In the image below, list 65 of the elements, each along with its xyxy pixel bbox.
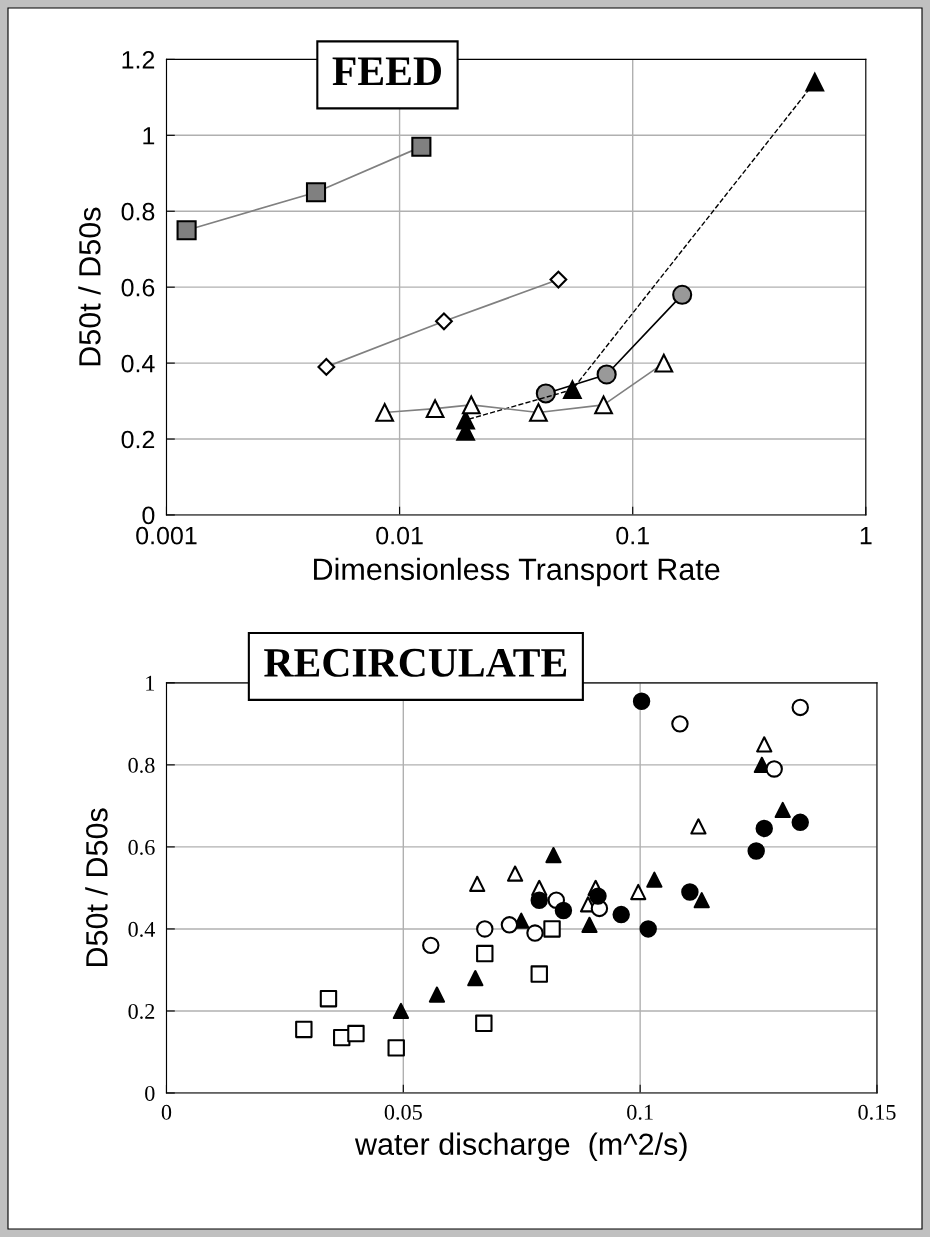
y-tick-label: 0.6 <box>121 278 155 297</box>
point <box>774 801 791 819</box>
point <box>639 920 657 938</box>
x-axis-title: Dimensionless Transport Rate <box>314 557 720 587</box>
y-axis-title: D50t / D50s <box>78 207 101 366</box>
y-tick-label: 1 <box>146 675 155 691</box>
point <box>428 986 446 1003</box>
y-tick-label: 0.8 <box>121 202 155 221</box>
point <box>681 883 699 901</box>
chart-title: RECIRCULATE <box>264 648 567 677</box>
y-tick-label: 1.2 <box>122 50 155 69</box>
point <box>632 692 651 710</box>
y-axis-title: D50t / D50s <box>85 808 108 967</box>
point <box>295 1020 313 1039</box>
x-tick-label: 0.15 <box>858 1104 896 1120</box>
point <box>581 916 598 933</box>
x-axis-title: water discharge (m^2/s) <box>354 1132 687 1162</box>
point <box>476 944 494 963</box>
point <box>319 989 338 1008</box>
point <box>756 736 773 753</box>
point <box>693 892 710 909</box>
x-tick-label: 0 <box>161 1104 172 1120</box>
point <box>476 920 494 938</box>
point <box>755 819 773 838</box>
x-tick-label: 0.1 <box>627 1104 653 1120</box>
point <box>554 901 573 920</box>
y-tick-label: 0 <box>145 1085 155 1101</box>
point <box>530 891 548 909</box>
y-tick-label: 0.4 <box>128 921 156 937</box>
point <box>671 715 689 733</box>
point <box>506 865 524 882</box>
y-tick-label: 0 <box>142 506 155 525</box>
point <box>392 1002 410 1020</box>
y-tick-label: 0.6 <box>128 839 155 855</box>
y-tick-label: 0.8 <box>128 757 155 773</box>
point <box>589 887 607 905</box>
point <box>467 970 484 987</box>
x-tick-label: 1 <box>860 526 872 545</box>
point <box>469 875 486 892</box>
point <box>500 916 519 934</box>
point <box>646 871 663 888</box>
x-tick-label: 0.001 <box>136 526 197 545</box>
point <box>791 698 809 717</box>
point <box>630 883 647 901</box>
y-tick-label: 1 <box>143 127 155 145</box>
y-tick-label: 0.2 <box>121 430 155 449</box>
point <box>765 760 783 778</box>
point <box>543 920 561 938</box>
point <box>545 846 562 864</box>
point <box>690 818 707 835</box>
point <box>791 813 809 831</box>
chart-title: FEED <box>332 57 441 85</box>
point <box>612 905 630 924</box>
point <box>747 842 765 860</box>
x-tick-label: 0.1 <box>616 526 649 545</box>
point <box>475 1014 493 1032</box>
point <box>530 965 548 983</box>
point <box>526 924 544 942</box>
point <box>387 1039 405 1057</box>
x-tick-label: 0.01 <box>376 526 423 545</box>
y-tick-label: 0.2 <box>128 1003 155 1019</box>
point <box>347 1024 365 1043</box>
point <box>422 936 440 955</box>
y-tick-label: 0.4 <box>121 354 155 373</box>
x-tick-label: 0.05 <box>384 1104 422 1120</box>
